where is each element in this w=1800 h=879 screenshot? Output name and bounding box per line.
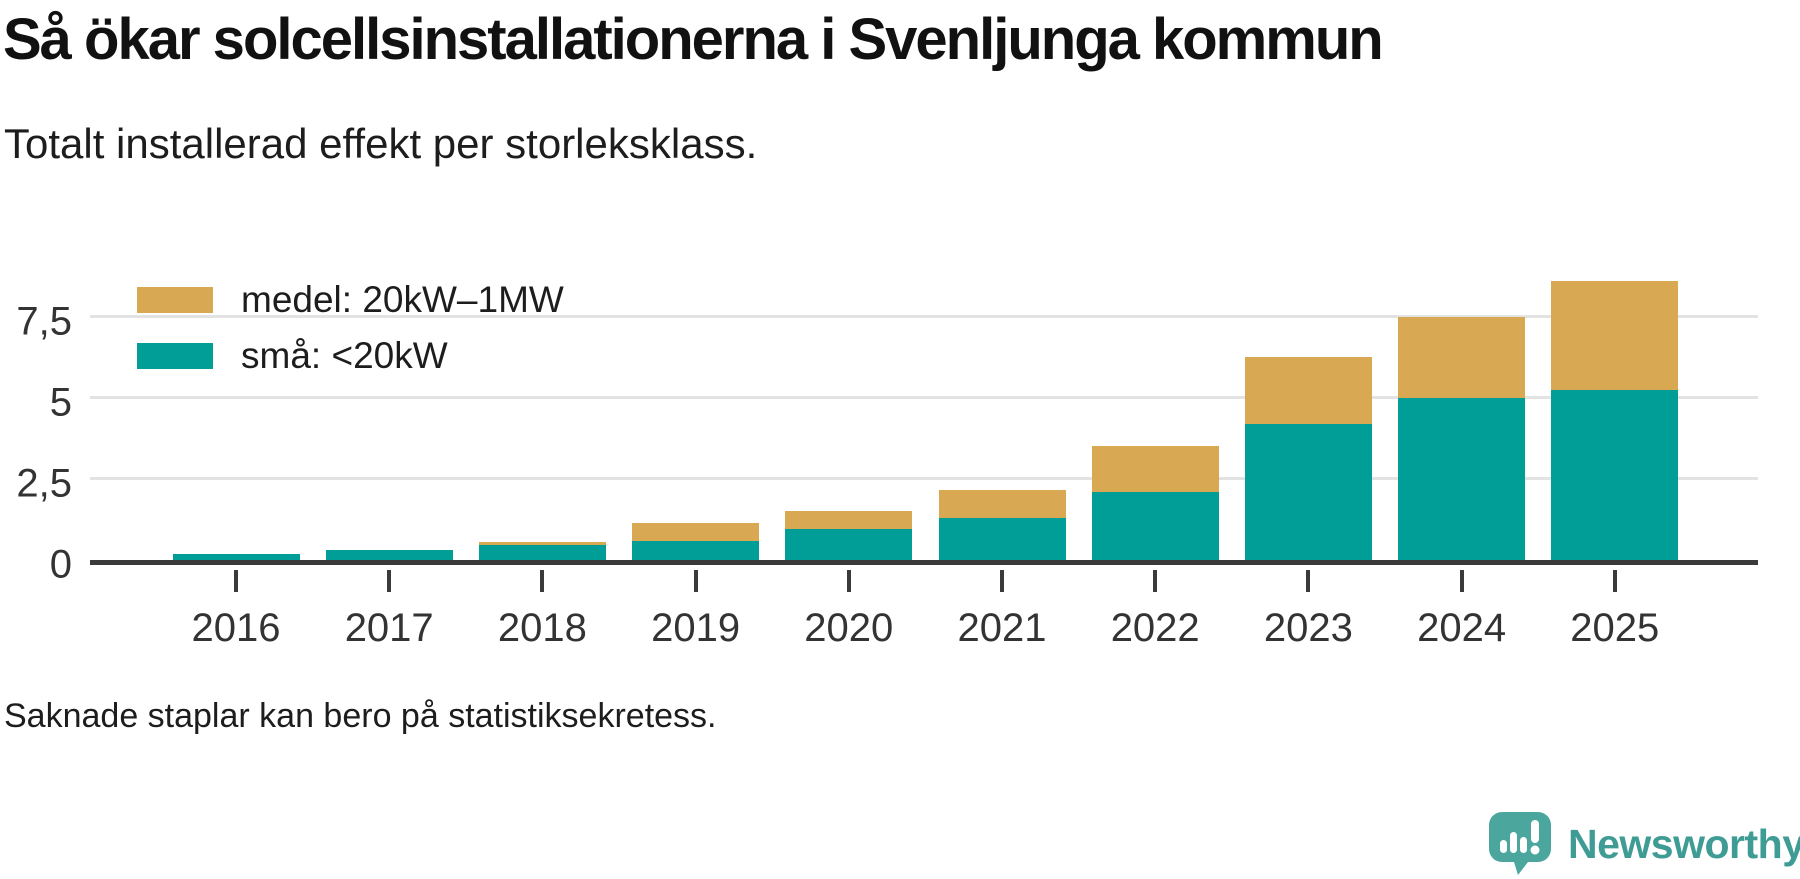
bar-2017-sma (325, 550, 453, 560)
legend-label-sma: små: <20kW (241, 335, 448, 376)
bar-2024-sma (1398, 397, 1526, 560)
x-tick (693, 570, 698, 592)
x-tick-label: 2025 (1570, 606, 1660, 650)
x-tick (1153, 570, 1158, 592)
bar-2016-sma (172, 553, 300, 560)
x-tick (540, 570, 545, 592)
x-tick (1459, 570, 1464, 592)
x-tick-label: 2023 (1263, 606, 1353, 650)
x-tick-label: 2024 (1417, 606, 1507, 650)
y-tick-label: 5 (49, 380, 72, 425)
legend-item-sma: små: <20kW (137, 334, 564, 378)
bar-2019-sma (632, 540, 760, 560)
bar-2025-medel (1551, 280, 1679, 390)
gridline (90, 314, 1758, 318)
legend-item-medel: medel: 20kW–1MW (137, 278, 564, 322)
x-tick (387, 570, 392, 592)
x-axis: 2016 2017 2018 2019 2020 2021 2022 2023 2024 2025 (90, 570, 1758, 680)
gridline (90, 476, 1758, 480)
y-tick-label: 2,5 (16, 461, 72, 506)
x-tick-label: 2018 (497, 606, 587, 650)
bar-2021-medel (938, 490, 1066, 518)
gridline (90, 395, 1758, 399)
y-tick-label: 7,5 (16, 299, 72, 344)
x-tick (1612, 570, 1617, 592)
x-tick (234, 570, 238, 592)
bar-2025-sma (1551, 389, 1679, 560)
newsworthy-bubble-chart-icon (1489, 812, 1551, 875)
x-tick-label: 2021 (957, 606, 1047, 650)
x-tick (1000, 570, 1004, 592)
legend-swatch-medel (137, 287, 213, 313)
bar-2019-medel (632, 522, 760, 541)
bar-2021-sma (938, 517, 1066, 560)
y-axis: 0 2,5 5 7,5 (0, 281, 72, 586)
bar-2022-medel (1091, 446, 1219, 492)
bar-2022-sma (1091, 491, 1219, 560)
x-tick-label: 2022 (1110, 606, 1200, 650)
bar-2023-sma (1244, 423, 1372, 560)
brand-name: Newsworthy (1568, 820, 1800, 867)
x-tick (846, 570, 851, 592)
x-tick-label: 2019 (651, 606, 741, 650)
bar-2020-medel (785, 511, 913, 530)
y-tick-label: 0 (49, 542, 72, 587)
chart-title: Så ökar solcellsinstallationerna i Svenl… (3, 7, 1384, 72)
bar-2020-sma (785, 529, 913, 560)
x-tick (1306, 570, 1311, 592)
x-tick-label: 2016 (191, 606, 281, 650)
legend-label-medel: medel: 20kW–1MW (241, 279, 564, 320)
plot-area (90, 280, 1758, 565)
legend-swatch-sma (137, 343, 213, 369)
bar-2018-medel (478, 542, 606, 546)
bar-2024-medel (1398, 316, 1526, 398)
brand-logo: Newsworthy (1488, 812, 1800, 876)
bar-2018-sma (478, 545, 606, 560)
footnote: Saknade staplar kan bero på statistiksek… (4, 697, 717, 735)
chart-subtitle: Totalt installerad effekt per storlekskl… (4, 120, 758, 167)
x-tick-label: 2017 (344, 606, 434, 650)
x-tick-label: 2020 (804, 606, 894, 650)
bar-2023-medel (1244, 357, 1372, 424)
chart-legend: medel: 20kW–1MW små: <20kW (137, 278, 564, 390)
